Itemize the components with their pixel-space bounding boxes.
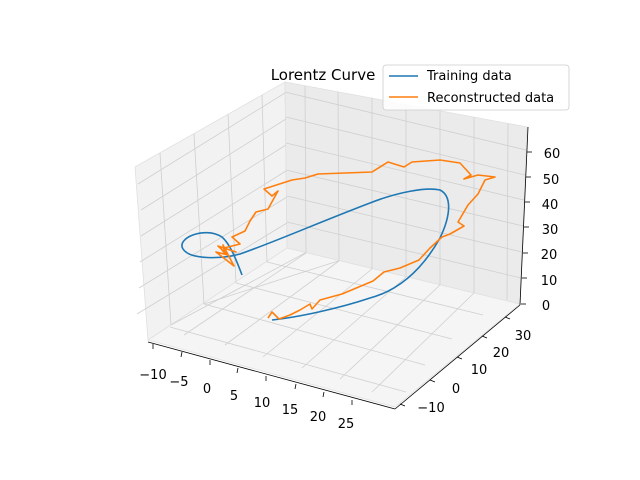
x-tick-label: −5 xyxy=(169,375,188,390)
legend: Training data Reconstructed data xyxy=(382,64,570,111)
tick-marks xyxy=(152,151,532,407)
x-tick-label: 5 xyxy=(230,389,238,404)
z-tick-label: 10 xyxy=(541,274,558,289)
y-tick-labels: −10 0 10 20 30 xyxy=(417,329,531,416)
legend-label-reconstructed-data: Reconstructed data xyxy=(427,91,554,106)
x-tick-label: 25 xyxy=(338,417,355,432)
z-tick-label: 40 xyxy=(542,198,559,213)
y-tick-label: 30 xyxy=(515,329,532,344)
legend-label-training-data: Training data xyxy=(426,69,512,84)
y-tick-label: 0 xyxy=(452,382,460,397)
x-tick-label: 20 xyxy=(310,410,327,425)
z-tick-label: 50 xyxy=(543,173,560,188)
x-tick-label: 0 xyxy=(203,382,211,397)
y-tick-label: −10 xyxy=(417,401,444,416)
x-tick-label: −10 xyxy=(139,368,166,383)
series-reconstructed-data-line xyxy=(215,159,496,320)
x-tick-label: 10 xyxy=(254,396,271,411)
z-tick-label: 60 xyxy=(544,147,561,162)
z-tick-label: 20 xyxy=(541,248,558,263)
x-axis-line xyxy=(147,341,396,410)
x-tick-label: 15 xyxy=(282,403,299,418)
legend-box xyxy=(382,64,570,111)
z-axis-line xyxy=(519,126,529,306)
series-training-data-line xyxy=(181,188,450,321)
y-tick-label: 10 xyxy=(471,363,488,378)
y-tick-label: 20 xyxy=(493,346,510,361)
axes-panes xyxy=(134,81,528,408)
z-tick-label: 30 xyxy=(542,223,559,238)
z-tick-label: 0 xyxy=(542,299,550,314)
z-tick-labels: 0 10 20 30 40 50 60 xyxy=(541,147,561,314)
x-tick-labels: −10 −5 0 5 10 15 20 25 xyxy=(139,368,354,432)
chart-title: Lorentz Curve xyxy=(271,66,376,84)
